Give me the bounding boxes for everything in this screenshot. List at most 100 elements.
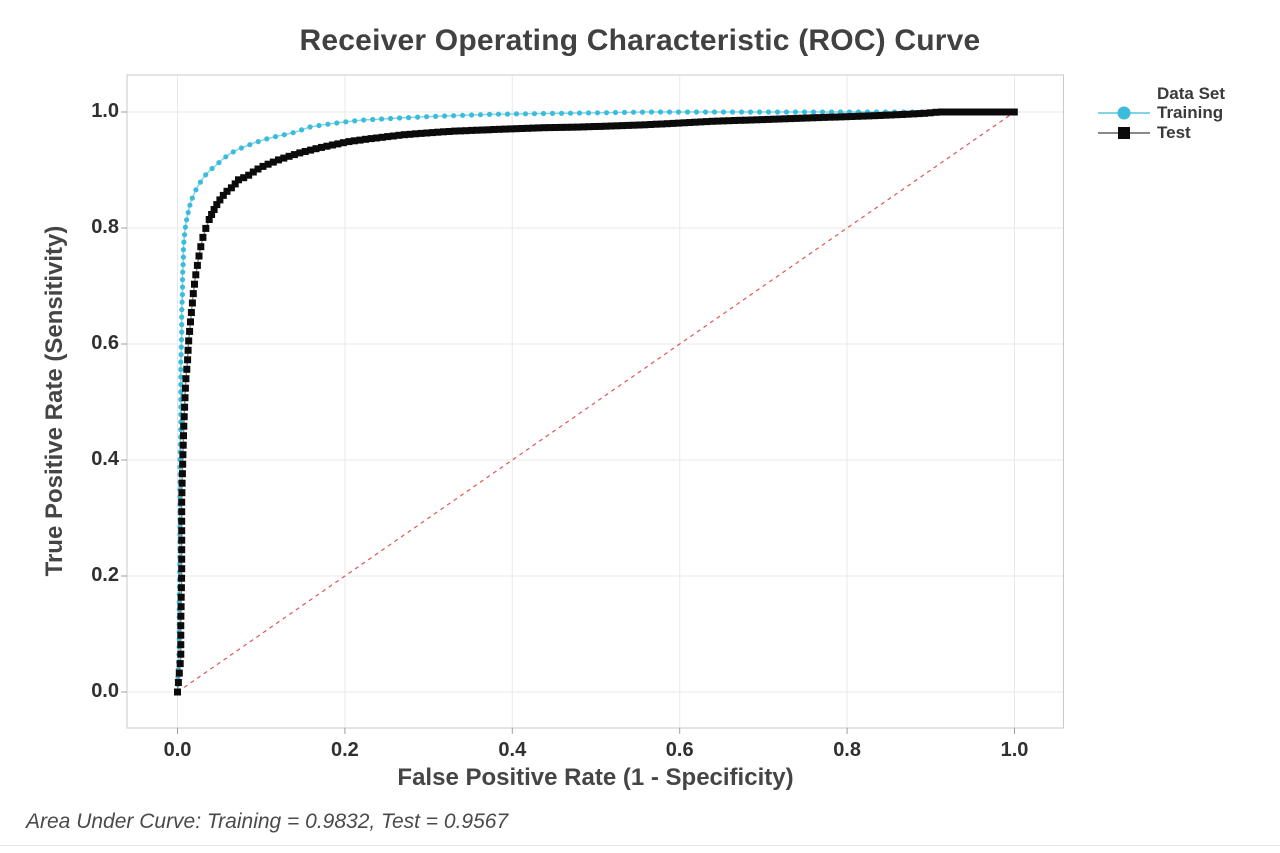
training-data-point [189, 195, 195, 201]
training-data-point [477, 112, 484, 118]
test-data-point [362, 135, 369, 143]
test-data-point [876, 112, 884, 119]
training-data-point [837, 109, 844, 115]
test-data-point [175, 669, 183, 677]
training-data-point [379, 116, 385, 122]
test-data-point [468, 126, 475, 134]
test-data-point [585, 123, 593, 131]
test-data-point [1005, 108, 1013, 116]
test-data-point [501, 125, 509, 133]
test-data-point [445, 128, 453, 135]
test-data-point [579, 123, 587, 131]
training-data-point [612, 109, 619, 116]
training-data-point [801, 109, 808, 115]
test-data-point [328, 141, 336, 149]
test-data-point [641, 121, 649, 129]
test-data-point [669, 119, 677, 127]
test-data-point [235, 176, 242, 184]
test-data-point [842, 113, 850, 121]
training-data-point [316, 122, 322, 129]
test-data-point [714, 117, 722, 125]
x-axis-title: False Positive Rate (1 - Specificity) [397, 764, 794, 791]
test-data-point [240, 174, 248, 182]
test-data-point [775, 115, 783, 123]
test-data-point [943, 108, 951, 116]
training-data-point [765, 109, 772, 115]
training-data-point [828, 109, 835, 115]
training-data-point [178, 359, 184, 365]
test-data-point [921, 109, 929, 117]
training-data-point [203, 172, 209, 178]
test-data-point [966, 108, 973, 116]
test-data-point [954, 108, 962, 116]
test-data-point [932, 108, 940, 116]
y-tick-label: 0.2 [91, 564, 119, 586]
training-data-point [603, 110, 610, 116]
test-data-point [848, 113, 856, 120]
training-data-point [720, 109, 727, 115]
test-data-point [312, 145, 320, 153]
training-data-point [180, 247, 186, 253]
test-data-point [178, 565, 186, 573]
test-data-point [184, 346, 192, 354]
x-tick-label: 0.4 [498, 739, 527, 761]
training-data-point [810, 109, 817, 115]
test-data-point [870, 112, 878, 120]
test-data-point [428, 129, 436, 137]
training-data-point [361, 117, 367, 123]
test-data-point [686, 119, 694, 126]
test-data-point [591, 123, 599, 130]
training-data-point [397, 115, 403, 121]
test-data-point [187, 309, 195, 316]
test-data-point [440, 128, 447, 136]
test-data-point [177, 650, 185, 658]
test-data-point [406, 130, 414, 138]
test-data-point [216, 196, 224, 204]
training-data-point [179, 322, 185, 328]
test-data-point [551, 124, 559, 131]
training-data-point [711, 109, 718, 115]
training-data-point [209, 165, 215, 172]
test-data-point [179, 451, 187, 459]
test-data-point [185, 337, 193, 345]
test-data-point [178, 546, 186, 554]
training-data-point [307, 124, 313, 130]
training-data-point [325, 121, 331, 127]
test-data-point [307, 146, 315, 154]
training-data-point [388, 115, 394, 122]
test-data-point [731, 117, 738, 124]
training-data-point [702, 109, 709, 115]
test-data-point [792, 114, 800, 122]
test-data-point [177, 641, 185, 649]
test-data-point [219, 191, 227, 199]
test-data-point [176, 660, 184, 668]
test-data-point [607, 122, 615, 130]
test-data-point [814, 114, 822, 122]
test-data-point [384, 133, 392, 141]
training-data-point [223, 154, 229, 160]
training-data-point [179, 299, 185, 305]
test-data-point [719, 117, 727, 125]
training-data-point [415, 114, 421, 120]
test-data-point [187, 318, 194, 326]
test-data-point [971, 108, 979, 116]
test-data-point [652, 120, 660, 128]
test-data-point [182, 375, 190, 383]
test-data-point [619, 122, 627, 130]
test-data-point [725, 117, 733, 125]
test-data-point [507, 125, 515, 133]
training-data-point [666, 109, 673, 115]
test-data-point [434, 128, 442, 136]
training-data-point [486, 111, 493, 117]
training-data-point [187, 202, 193, 208]
training-data-point [792, 109, 799, 115]
test-data-point [186, 327, 194, 335]
training-data-point [281, 132, 287, 138]
test-data-point [174, 679, 182, 686]
test-data-point [753, 116, 761, 124]
training-data-point [747, 109, 754, 115]
training-data-point [179, 314, 185, 320]
y-tick-label: 0.4 [91, 448, 119, 470]
